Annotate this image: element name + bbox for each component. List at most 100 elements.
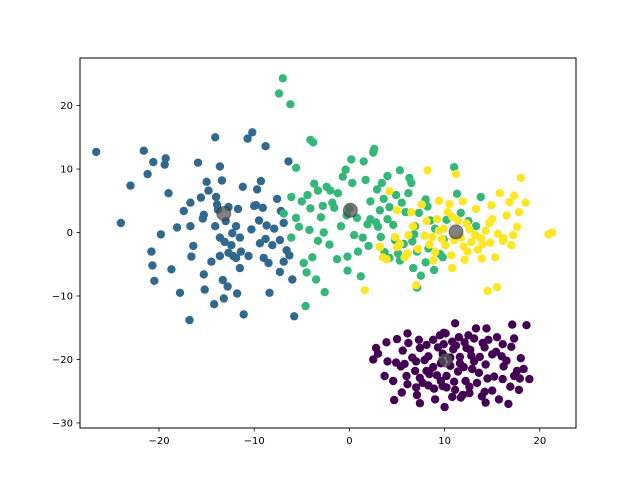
- scatter-point-cluster-0: [492, 333, 502, 342]
- scatter-point-cluster-0: [477, 392, 486, 401]
- scatter-point-cluster-1: [161, 154, 170, 163]
- scatter-point-cluster-3: [493, 229, 503, 238]
- scatter-point-cluster-3: [499, 234, 508, 243]
- scatter-point-cluster-2: [320, 288, 329, 297]
- scatter-point-cluster-0: [509, 371, 519, 381]
- scatter-point-cluster-1: [211, 192, 221, 202]
- scatter-point-cluster-2: [332, 255, 342, 264]
- scatter-point-cluster-1: [187, 252, 196, 261]
- scatter-point-cluster-2: [341, 165, 350, 174]
- scatter-point-cluster-0: [484, 335, 493, 344]
- scatter-point-cluster-2: [319, 228, 328, 237]
- scatter-point-cluster-3: [471, 204, 481, 214]
- scatter-point-cluster-3: [467, 237, 476, 247]
- scatter-point-cluster-0: [488, 386, 497, 395]
- scatter-point-cluster-1: [193, 158, 203, 167]
- scatter-point-cluster-2: [336, 222, 346, 231]
- scatter-point-cluster-1: [261, 234, 270, 244]
- scatter-point-cluster-2: [309, 138, 318, 147]
- scatter-point-cluster-3: [434, 196, 444, 205]
- scatter-point-cluster-1: [126, 181, 135, 190]
- scatter-point-cluster-1: [264, 258, 273, 268]
- scatter-point-cluster-1: [231, 222, 241, 231]
- scatter-point-cluster-2: [313, 186, 323, 195]
- scatter-point-cluster-0: [459, 362, 468, 372]
- scatter-point-cluster-0: [448, 337, 457, 346]
- scatter-point-cluster-3: [404, 230, 413, 240]
- scatter-point-cluster-2: [375, 206, 385, 215]
- scatter-point-cluster-0: [450, 385, 460, 395]
- scatter-point-cluster-0: [481, 398, 490, 407]
- scatter-point-cluster-1: [199, 270, 208, 279]
- scatter-point-cluster-3: [448, 263, 457, 273]
- cluster-centroids: [216, 202, 464, 368]
- scatter-point-cluster-3: [481, 226, 490, 235]
- scatter-point-cluster-0: [449, 377, 459, 386]
- scatter-point-cluster-0: [436, 376, 445, 386]
- scatter-point-cluster-0: [494, 395, 504, 404]
- scatter-point-cluster-0: [420, 355, 429, 365]
- scatter-point-cluster-1: [179, 206, 188, 216]
- scatter-point-cluster-1: [255, 239, 265, 248]
- scatter-point-cluster-0: [412, 390, 422, 400]
- scatter-point-cluster-0: [507, 342, 516, 351]
- scatter-point-cluster-2: [452, 189, 462, 198]
- scatter-point-cluster-2: [476, 192, 485, 202]
- scatter-point-cluster-2: [385, 202, 394, 212]
- scatter-point-cluster-2: [370, 144, 379, 153]
- scatter-point-cluster-2: [287, 233, 296, 242]
- scatter-point-cluster-3: [509, 230, 518, 240]
- scatter-point-cluster-0: [498, 374, 507, 384]
- scatter-point-cluster-3: [422, 216, 431, 226]
- scatter-point-cluster-1: [220, 237, 229, 247]
- scatter-point-cluster-1: [279, 218, 288, 228]
- scatter-point-cluster-2: [310, 179, 319, 188]
- scatter-point-cluster-2: [361, 175, 370, 185]
- scatter-point-cluster-0: [425, 367, 434, 376]
- scatter-point-cluster-3: [473, 245, 483, 254]
- scatter-point-cluster-3: [382, 255, 391, 264]
- scatter-point-cluster-3: [509, 191, 519, 200]
- scatter-point-cluster-2: [311, 275, 321, 284]
- centroid-marker: [342, 202, 358, 218]
- scatter-point-cluster-1: [189, 241, 198, 251]
- scatter-point-cluster-1: [290, 312, 299, 321]
- scatter-point-cluster-0: [454, 333, 464, 342]
- scatter-point-cluster-2: [286, 100, 295, 109]
- scatter-point-cluster-2: [449, 163, 459, 172]
- scatter-point-cluster-2: [397, 198, 406, 207]
- scatter-point-cluster-1: [167, 265, 176, 274]
- scatter-point-cluster-0: [472, 378, 482, 388]
- scatter-point-cluster-1: [207, 257, 216, 266]
- scatter-point-cluster-0: [430, 395, 440, 404]
- x-tick-label: 10: [438, 436, 451, 447]
- y-tick-label: 20: [60, 101, 73, 112]
- scatter-point-cluster-3: [437, 234, 446, 244]
- scatter-point-cluster-0: [468, 364, 477, 374]
- scatter-point-cluster-0: [411, 383, 421, 392]
- scatter-point-cluster-3: [521, 198, 530, 207]
- y-tick-label: −10: [52, 291, 73, 302]
- scatter-point-cluster-1: [244, 251, 253, 261]
- scatter-point-cluster-2: [299, 258, 308, 268]
- scatter-point-cluster-1: [160, 160, 169, 169]
- scatter-point-cluster-3: [413, 244, 423, 254]
- scatter-point-cluster-2: [279, 209, 288, 218]
- scatter-point-cluster-2: [356, 272, 365, 281]
- scatter-point-cluster-3: [502, 211, 511, 220]
- scatter-point-cluster-2: [383, 215, 392, 224]
- scatter-point-cluster-1: [143, 169, 152, 179]
- scatter-point-cluster-3: [495, 189, 504, 198]
- scatter-point-cluster-3: [512, 222, 522, 231]
- scatter-point-cluster-2: [414, 208, 424, 218]
- y-tick-label: 10: [60, 165, 73, 176]
- scatter-point-cluster-1: [156, 230, 166, 239]
- scatter-point-cluster-2: [416, 271, 425, 280]
- scatter-point-cluster-3: [492, 282, 502, 292]
- scatter-point-cluster-2: [353, 247, 363, 256]
- scatter-point-cluster-2: [377, 178, 386, 188]
- scatter-point-cluster-2: [301, 301, 310, 311]
- scatter-point-cluster-2: [471, 222, 481, 231]
